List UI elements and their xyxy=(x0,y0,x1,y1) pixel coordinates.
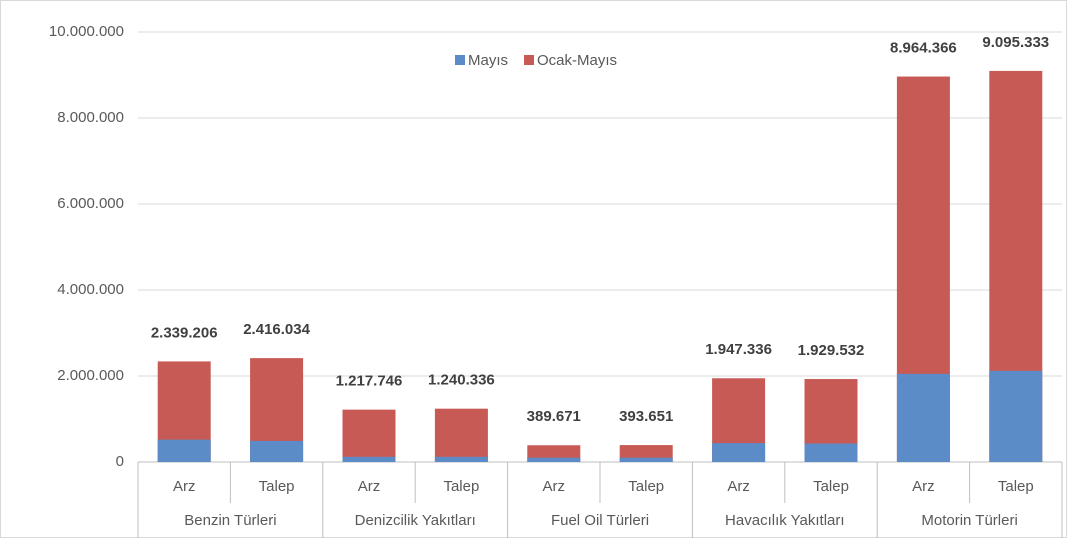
bar xyxy=(712,443,766,462)
x-tick-label: Arz xyxy=(358,478,381,495)
x-tick-label: Arz xyxy=(543,478,566,495)
bar xyxy=(989,370,1043,462)
x-tick-label: Talep xyxy=(813,478,849,495)
x-tick-label: Talep xyxy=(628,478,664,495)
group-label: Motorin Türleri xyxy=(921,512,1017,529)
legend-swatch xyxy=(524,55,535,65)
x-tick-label: Talep xyxy=(259,478,295,495)
x-tick-label: Arz xyxy=(173,478,196,495)
data-label: 1.929.532 xyxy=(798,342,865,359)
group-label: Denizcilik Yakıtları xyxy=(355,512,476,529)
bar xyxy=(804,443,858,462)
bar xyxy=(342,409,396,462)
legend-label: Mayıs xyxy=(468,52,508,69)
data-label: 1.240.336 xyxy=(428,372,495,389)
data-label: 2.339.206 xyxy=(151,324,218,341)
legend-label: Ocak-Mayıs xyxy=(537,52,617,69)
bar xyxy=(527,457,581,462)
group-label: Fuel Oil Türleri xyxy=(551,512,649,529)
data-label: 1.217.746 xyxy=(336,373,403,390)
bar xyxy=(896,373,950,462)
data-label: 393.651 xyxy=(619,408,673,425)
data-label: 389.671 xyxy=(527,408,581,425)
legend-swatch xyxy=(455,55,465,65)
data-label: 2.416.034 xyxy=(243,321,310,338)
bar xyxy=(250,440,304,462)
bar xyxy=(619,457,673,462)
x-tick-label: Talep xyxy=(443,478,479,495)
y-tick-label: 0 xyxy=(116,453,124,470)
y-tick-label: 4.000.000 xyxy=(57,281,124,298)
bar xyxy=(434,456,488,462)
y-tick-label: 6.000.000 xyxy=(57,195,124,212)
x-tick-label: Talep xyxy=(998,478,1034,495)
group-label: Benzin Türleri xyxy=(184,512,276,529)
y-tick-label: 10.000.000 xyxy=(49,23,124,40)
x-tick-label: Arz xyxy=(912,478,935,495)
data-label: 1.947.336 xyxy=(705,341,772,358)
y-tick-label: 8.000.000 xyxy=(57,109,124,126)
x-tick-label: Arz xyxy=(727,478,750,495)
bar xyxy=(157,439,211,462)
group-label: Havacılık Yakıtları xyxy=(725,512,845,529)
data-label: 8.964.366 xyxy=(890,40,957,57)
y-tick-label: 2.000.000 xyxy=(57,367,124,384)
data-label: 9.095.333 xyxy=(982,34,1049,51)
bar xyxy=(342,456,396,462)
bar xyxy=(434,408,488,462)
